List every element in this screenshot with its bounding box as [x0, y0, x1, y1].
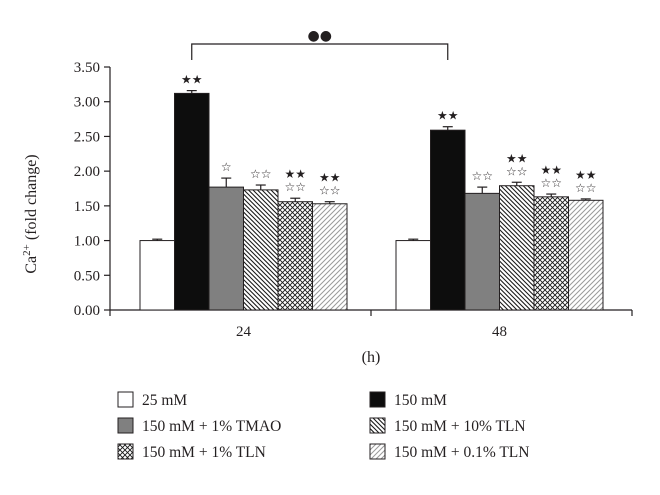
y-axis-title-superscript: 2+ — [21, 244, 33, 256]
bar — [430, 129, 466, 311]
legend-label: 150 mM + 1% TMAO — [142, 418, 281, 435]
legend-label: 150 mM — [394, 392, 447, 409]
significance-label: ☆☆ — [575, 181, 597, 195]
y-tick-label: 1.00 — [74, 234, 100, 250]
legend-swatch — [369, 417, 386, 434]
y-tick-label: 3.00 — [74, 95, 100, 111]
legend-label: 150 mM + 0.1% TLN — [394, 444, 529, 461]
bar — [243, 189, 279, 311]
comparison-bracket: ●● — [191, 28, 449, 60]
bar — [277, 201, 313, 311]
bar — [533, 196, 569, 311]
y-axis-title: Ca2+ (fold change) — [21, 154, 40, 273]
x-axis-title: (h) — [362, 349, 381, 366]
significance-label: ☆☆ — [506, 164, 528, 178]
y-tick-label: 2.50 — [74, 129, 100, 145]
significance-label: ☆☆ — [284, 180, 306, 194]
legend-swatch — [117, 391, 134, 408]
y-axis: 0.00 0.50 1.00 1.50 2.00 2.50 3.00 3.50 — [74, 60, 111, 319]
legend-swatch — [117, 443, 134, 460]
y-tick-label: 0.00 — [74, 303, 100, 319]
significance-label: ★★ — [540, 163, 562, 177]
x-axis: 24 48 — [109, 309, 633, 340]
bar — [464, 192, 500, 311]
x-tick-label: 48 — [492, 324, 507, 340]
significance-label: ★★ — [437, 109, 459, 123]
y-tick-label: 3.50 — [74, 60, 100, 76]
significance-label: ★★ — [506, 151, 528, 165]
bar — [174, 92, 210, 311]
significance-label: ☆☆ — [471, 169, 493, 183]
x-tick-label: 24 — [236, 324, 252, 340]
y-tick-label: 0.50 — [74, 268, 100, 284]
legend: 25 mM 150 mM 150 mM + 1% TMAO 150 mM + 10% … — [117, 391, 529, 461]
bar — [312, 203, 348, 311]
y-tick-label: 2.00 — [74, 164, 100, 180]
y-axis-title-rest: (fold change) — [23, 154, 40, 244]
significance-label: ☆☆ — [319, 184, 341, 198]
legend-swatch — [369, 391, 386, 408]
bar — [499, 185, 535, 311]
legend-label: 150 mM + 10% TLN — [394, 418, 526, 435]
bracket-label: ●● — [308, 28, 332, 44]
legend-label: 150 mM + 1% TLN — [142, 444, 266, 461]
significance-label: ★★ — [319, 171, 341, 185]
legend-swatch — [117, 417, 134, 434]
bar — [139, 240, 175, 311]
significance-label: ☆ — [221, 160, 232, 174]
significance-label: ★★ — [181, 73, 203, 87]
bars-group: ★★★★☆☆☆☆☆★★☆☆★★☆☆★★☆☆★★☆☆★★☆☆ — [139, 73, 604, 311]
bar — [208, 186, 244, 311]
significance-label: ☆☆ — [250, 167, 272, 181]
bracket-line — [191, 43, 449, 60]
legend-label: 25 mM — [142, 392, 187, 409]
bar — [395, 240, 431, 311]
y-tick-label: 1.50 — [74, 199, 100, 215]
significance-label: ★★ — [575, 168, 597, 182]
y-axis-title-base: Ca — [23, 256, 40, 274]
legend-swatch — [369, 443, 386, 460]
bar — [568, 199, 604, 311]
significance-label: ☆☆ — [540, 176, 562, 190]
significance-label: ★★ — [284, 167, 306, 181]
